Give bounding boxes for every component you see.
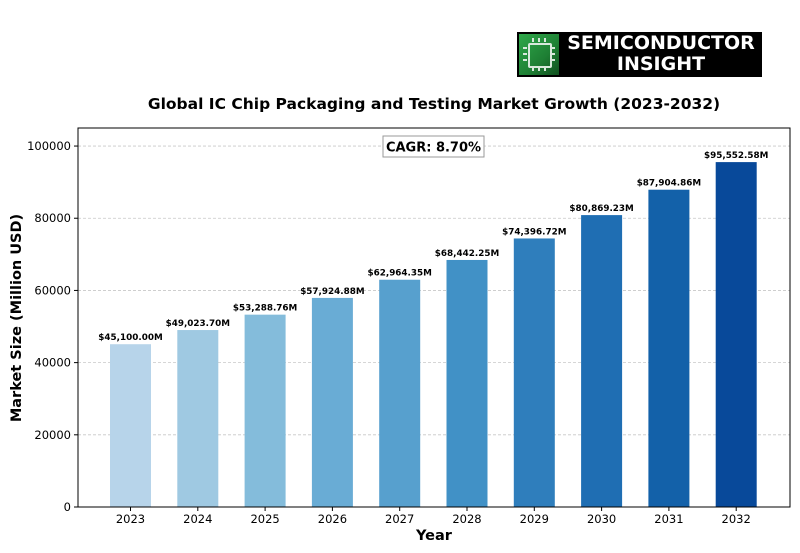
x-tick-label: 2027 (385, 512, 414, 526)
x-tick-label: 2026 (318, 512, 347, 526)
bar-2032 (715, 162, 757, 507)
x-tick-label: 2028 (452, 512, 481, 526)
data-label: $95,552.58M (704, 151, 768, 161)
cagr-text: CAGR: 8.70% (386, 141, 481, 156)
data-labels: $45,100.00M $49,023.70M$53,288.76M$57,924… (98, 151, 768, 343)
data-label: $74,396.72M (502, 227, 566, 237)
y-tick-label: 80000 (34, 211, 71, 225)
bar-2027 (379, 279, 421, 507)
x-tick-label: 2029 (520, 512, 549, 526)
bar-2023 (110, 344, 151, 507)
y-tick-label: 40000 (34, 356, 71, 370)
data-label: $53,288.76M (233, 304, 297, 314)
data-label: $87,904.86M (637, 179, 701, 189)
bar-2030 (581, 215, 623, 507)
bars (110, 162, 757, 508)
x-axis-ticks: 2023 2024 2025 2026 2027 2028 2029 2030 2031 2032 (116, 507, 751, 526)
chip-icon (519, 34, 559, 75)
y-axis-ticks: 0 20000 40000 60000 80000 100000 (27, 139, 78, 514)
bar-2031 (648, 189, 690, 507)
x-tick-label: 2023 (116, 512, 145, 526)
plot-frame (77, 127, 791, 508)
bar-2029 (513, 238, 555, 508)
data-label: $80,869.23M (569, 204, 633, 214)
data-label: $68,442.25M (435, 249, 499, 259)
x-tick-label: 2031 (654, 512, 683, 526)
data-label: $62,964.35M (367, 269, 431, 279)
bar-2025 (244, 314, 286, 507)
x-tick-label: 2032 (722, 512, 751, 526)
y-tick-label: 20000 (34, 428, 71, 442)
bar-2026 (311, 297, 353, 507)
chart-title: Global IC Chip Packaging and Testing Mar… (148, 95, 720, 113)
y-tick-label: 60000 (34, 283, 71, 297)
cagr-annotation: CAGR: 8.70% (382, 135, 485, 158)
data-label: $49,023.70M (166, 319, 230, 329)
bar-2028 (446, 259, 488, 507)
x-axis-label: Year (415, 528, 453, 544)
data-label: $57,924.88M (300, 287, 364, 297)
x-tick-label: 2030 (587, 512, 616, 526)
semiconductor-insight-logo: SEMICONDUCTOR INSIGHT (517, 32, 762, 77)
x-tick-label: 2024 (183, 512, 212, 526)
data-label: $45,100.00M (98, 333, 162, 343)
logo-text-line2: INSIGHT (616, 53, 706, 75)
x-tick-label: 2025 (250, 512, 279, 526)
y-tick-label: 0 (64, 500, 71, 514)
logo-text-line1: SEMICONDUCTOR (567, 32, 755, 54)
y-tick-label: 100000 (27, 139, 71, 153)
y-axis-label: Market Size (Million USD) (9, 214, 25, 422)
bar-2024 (177, 330, 219, 507)
